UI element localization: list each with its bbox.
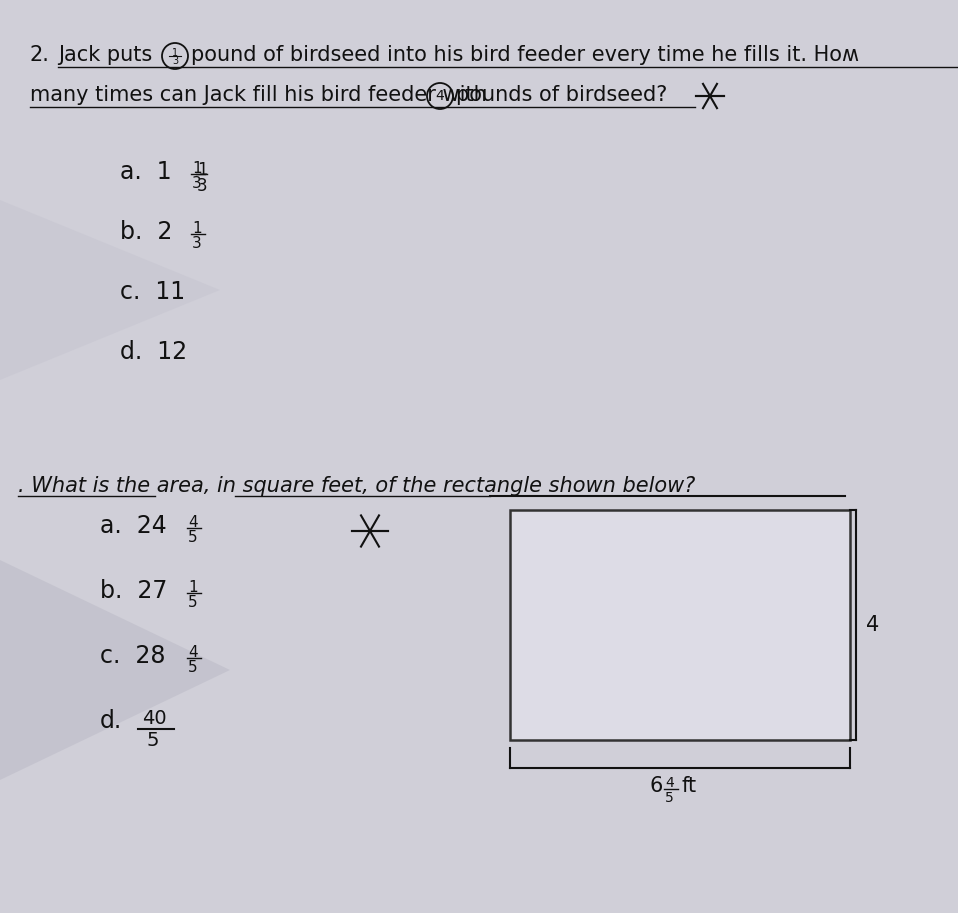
Text: 4: 4 <box>188 645 197 660</box>
Text: 2.: 2. <box>30 45 50 65</box>
Text: 1: 1 <box>171 48 178 58</box>
Text: 3: 3 <box>192 236 202 251</box>
Text: 4: 4 <box>866 615 879 635</box>
Text: 6: 6 <box>650 776 663 796</box>
Text: d.: d. <box>100 709 123 733</box>
Text: 3: 3 <box>192 176 202 191</box>
Text: pounds of birdseed?: pounds of birdseed? <box>456 85 668 105</box>
Text: 4: 4 <box>188 515 197 530</box>
Polygon shape <box>0 560 230 780</box>
Text: d.  12: d. 12 <box>120 340 187 364</box>
Text: 1: 1 <box>188 580 197 595</box>
Text: 3: 3 <box>171 56 178 66</box>
Polygon shape <box>0 200 220 380</box>
Text: many times can Jack fill his bird feeder with: many times can Jack fill his bird feeder… <box>30 85 493 105</box>
Text: 1: 1 <box>192 161 201 176</box>
Text: c.  11: c. 11 <box>120 280 185 304</box>
Text: 4: 4 <box>665 776 673 790</box>
Text: a.  1: a. 1 <box>120 160 171 184</box>
Bar <box>510 510 850 740</box>
Text: 5: 5 <box>665 791 673 805</box>
Text: 5: 5 <box>188 530 197 545</box>
Text: Jack puts: Jack puts <box>58 45 159 65</box>
Text: 4: 4 <box>436 89 445 103</box>
Text: pound of birdseed into his bird feeder every time he fills it. Hoʍ: pound of birdseed into his bird feeder e… <box>191 45 859 65</box>
Text: ft: ft <box>682 776 697 796</box>
Text: 5: 5 <box>188 660 197 675</box>
Text: 40: 40 <box>142 709 167 728</box>
Text: c.  28: c. 28 <box>100 644 166 668</box>
Text: . What is the area, in square feet, of the rectangle shown below?: . What is the area, in square feet, of t… <box>18 476 696 496</box>
Text: b.  2: b. 2 <box>120 220 172 244</box>
Text: b.  27: b. 27 <box>100 579 168 603</box>
Text: 5: 5 <box>147 731 159 750</box>
Text: 3: 3 <box>197 177 208 195</box>
Text: 1: 1 <box>197 161 208 179</box>
Text: 1: 1 <box>192 221 201 236</box>
Text: 5: 5 <box>188 595 197 610</box>
Text: a.  24: a. 24 <box>100 514 167 538</box>
